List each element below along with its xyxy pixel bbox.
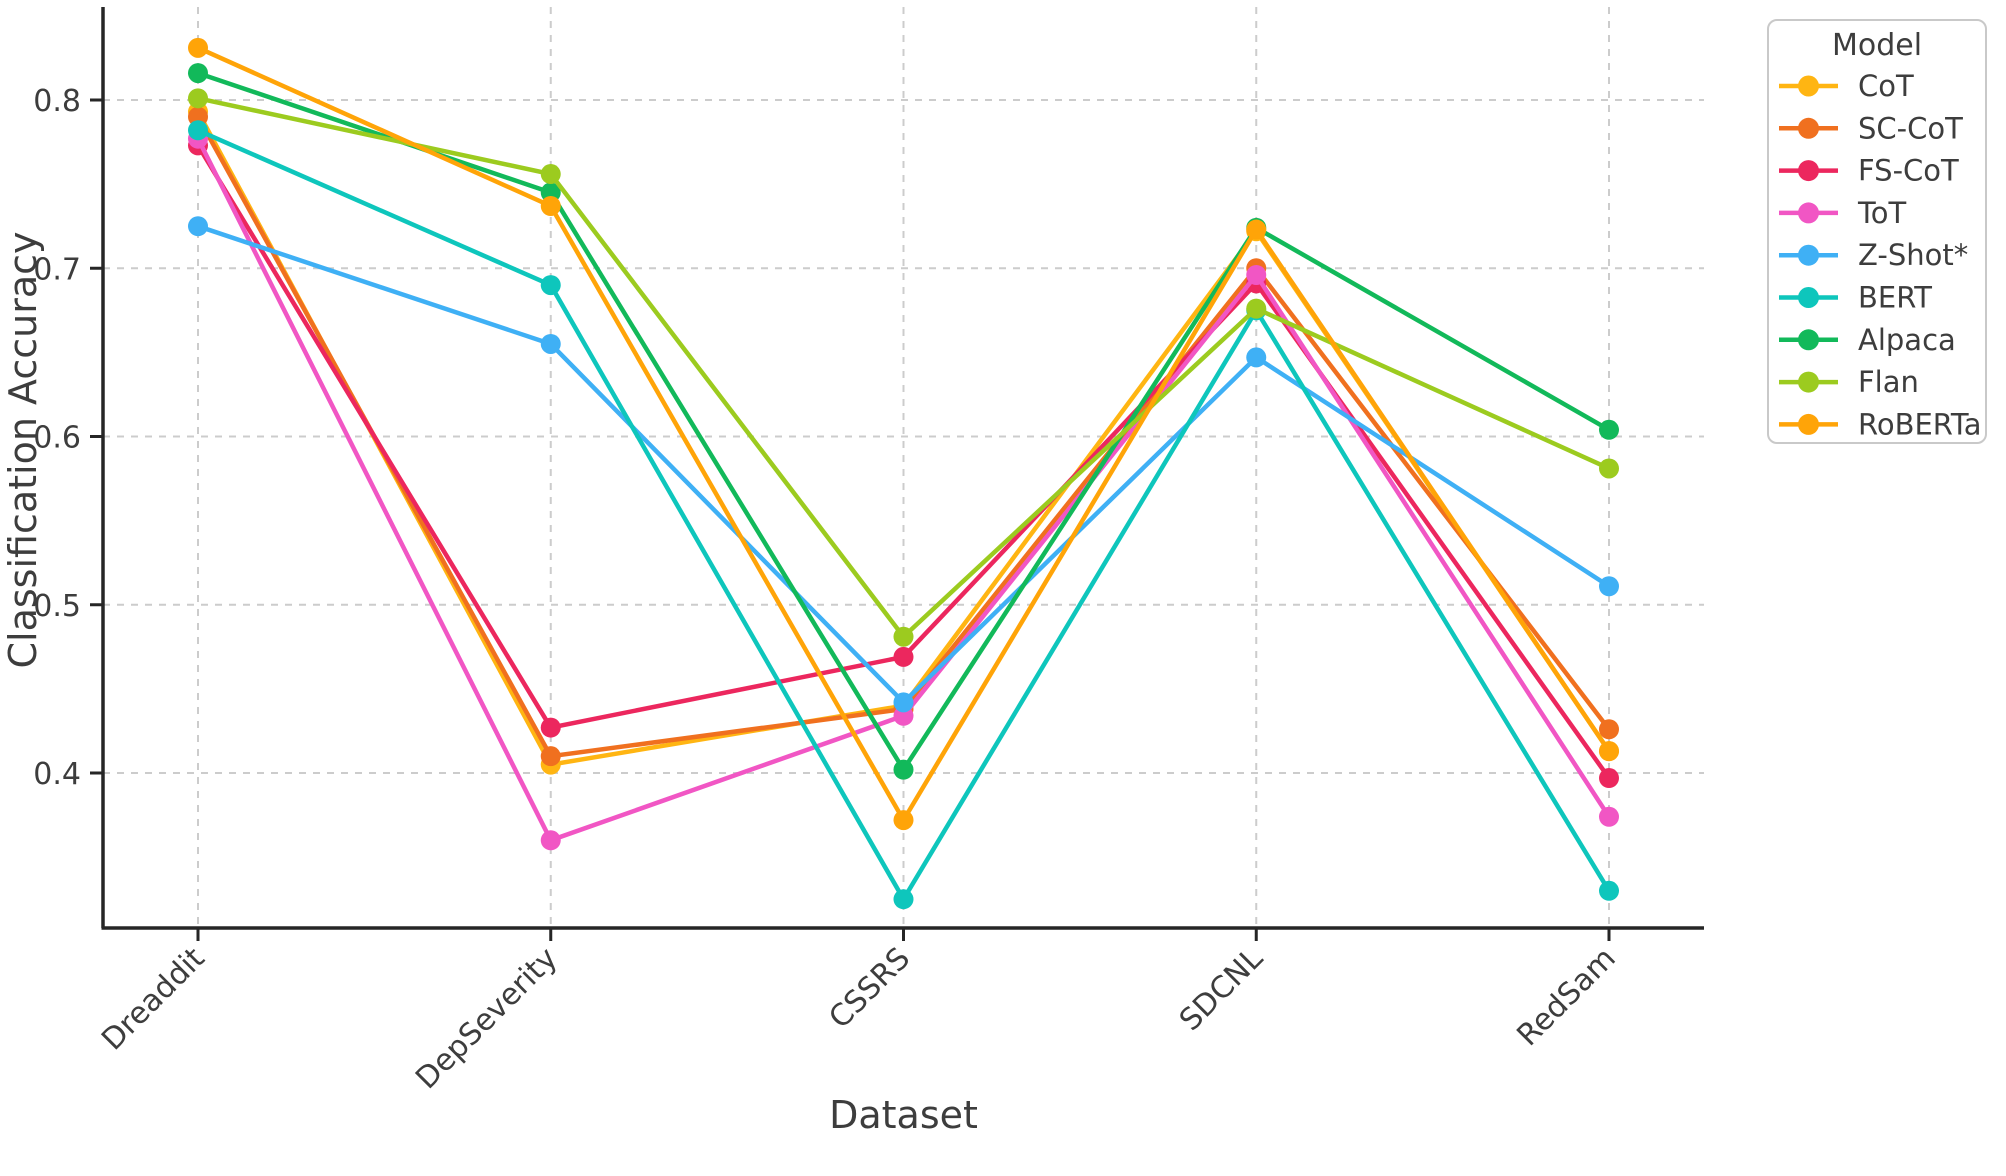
legend-label: FS-CoT [1858, 154, 1959, 188]
legend-marker-dot [1798, 287, 1819, 308]
legend-item-Flan: Flan [1779, 365, 1919, 399]
legend-box [1767, 19, 1987, 444]
gridlines [103, 7, 1704, 928]
legend-item-SC-CoT: SC-CoT [1779, 111, 1963, 145]
legend-title: Model [1832, 28, 1922, 63]
y-tick-label: 0.8 [33, 84, 81, 119]
legend-label: Flan [1858, 365, 1919, 399]
data-point-FS-CoT-RedSam [1599, 768, 1619, 789]
data-point-Alpaca-RedSam [1599, 419, 1619, 440]
y-tick-label: 0.4 [33, 757, 81, 792]
data-point-Z-Shot*-CSSRS [893, 692, 914, 713]
data-point-SC-CoT-DepSeverity [540, 746, 561, 767]
legend-item-BERT: BERT [1779, 281, 1932, 315]
legend-label: RoBERTa [1858, 407, 1982, 441]
data-point-BERT-CSSRS [893, 889, 914, 910]
legend-marker-dot [1798, 160, 1819, 182]
data-point-ToT-SDCNL [1246, 264, 1267, 285]
y-axis: 0.4 0.5 0.6 0.7 0.8 [33, 84, 103, 792]
data-point-Flan-SDCNL [1246, 298, 1267, 319]
series-Flan [188, 88, 1619, 647]
data-point-Flan-Dreaddit [188, 88, 208, 109]
series-group [188, 37, 1619, 910]
y-tick-label: 0.5 [33, 589, 81, 624]
legend-marker-dot [1798, 244, 1819, 266]
data-point-RoBERTa-DepSeverity [540, 195, 561, 216]
legend-marker-dot [1798, 202, 1819, 224]
data-point-ToT-RedSam [1599, 806, 1619, 827]
legend-label: Alpaca [1858, 323, 1956, 357]
data-point-Alpaca-CSSRS [893, 759, 914, 780]
data-point-Flan-CSSRS [893, 626, 914, 647]
legend-label: SC-CoT [1858, 111, 1963, 145]
data-point-RoBERTa-CSSRS [893, 810, 914, 831]
data-point-Z-Shot*-SDCNL [1246, 347, 1267, 368]
legend-item-ToT: ToT [1779, 196, 1907, 230]
data-point-RoBERTa-RedSam [1599, 741, 1619, 762]
data-point-BERT-RedSam [1599, 880, 1619, 901]
legend-label: CoT [1858, 69, 1914, 103]
data-point-Flan-RedSam [1599, 458, 1619, 479]
legend-item-CoT: CoT [1779, 69, 1914, 103]
data-point-RoBERTa-Dreaddit [188, 37, 208, 58]
series-RoBERTa [188, 37, 1619, 831]
legend-marker-dot [1798, 413, 1819, 435]
legend: Model CoT SC-CoT FS-CoT ToT Z-Shot* BERT Alpaca… [1767, 19, 1987, 444]
data-point-Flan-DepSeverity [540, 164, 561, 185]
legend-label: BERT [1858, 281, 1932, 315]
data-point-FS-CoT-CSSRS [893, 646, 914, 667]
legend-item-Alpaca: Alpaca [1779, 323, 1956, 357]
data-point-Z-Shot*-Dreaddit [188, 216, 208, 237]
data-point-ToT-DepSeverity [540, 830, 561, 851]
y-axis-title: Classification Accuracy [1, 232, 45, 669]
data-point-Z-Shot*-RedSam [1599, 576, 1619, 597]
data-point-Alpaca-Dreaddit [188, 63, 208, 84]
data-point-Z-Shot*-DepSeverity [540, 333, 561, 354]
data-point-SC-CoT-RedSam [1599, 719, 1619, 740]
legend-marker-dot [1798, 329, 1819, 351]
x-axis-title: Dataset [829, 1093, 978, 1137]
data-point-FS-CoT-DepSeverity [540, 717, 561, 738]
data-point-RoBERTa-SDCNL [1246, 219, 1267, 240]
legend-label: Z-Shot* [1858, 238, 1968, 272]
legend-label: ToT [1857, 196, 1907, 230]
series-Z-Shot* [188, 216, 1619, 713]
legend-item-FS-CoT: FS-CoT [1779, 154, 1959, 188]
data-point-BERT-Dreaddit [188, 120, 208, 141]
legend-marker-dot [1798, 117, 1819, 139]
legend-marker-dot [1798, 371, 1819, 393]
legend-item-RoBERTa: RoBERTa [1779, 407, 1982, 441]
y-tick-label: 0.7 [33, 252, 81, 287]
y-tick-label: 0.6 [33, 421, 81, 456]
legend-marker-dot [1798, 75, 1819, 97]
legend-item-Z-Shot*: Z-Shot* [1779, 238, 1968, 272]
data-point-BERT-DepSeverity [540, 275, 561, 296]
